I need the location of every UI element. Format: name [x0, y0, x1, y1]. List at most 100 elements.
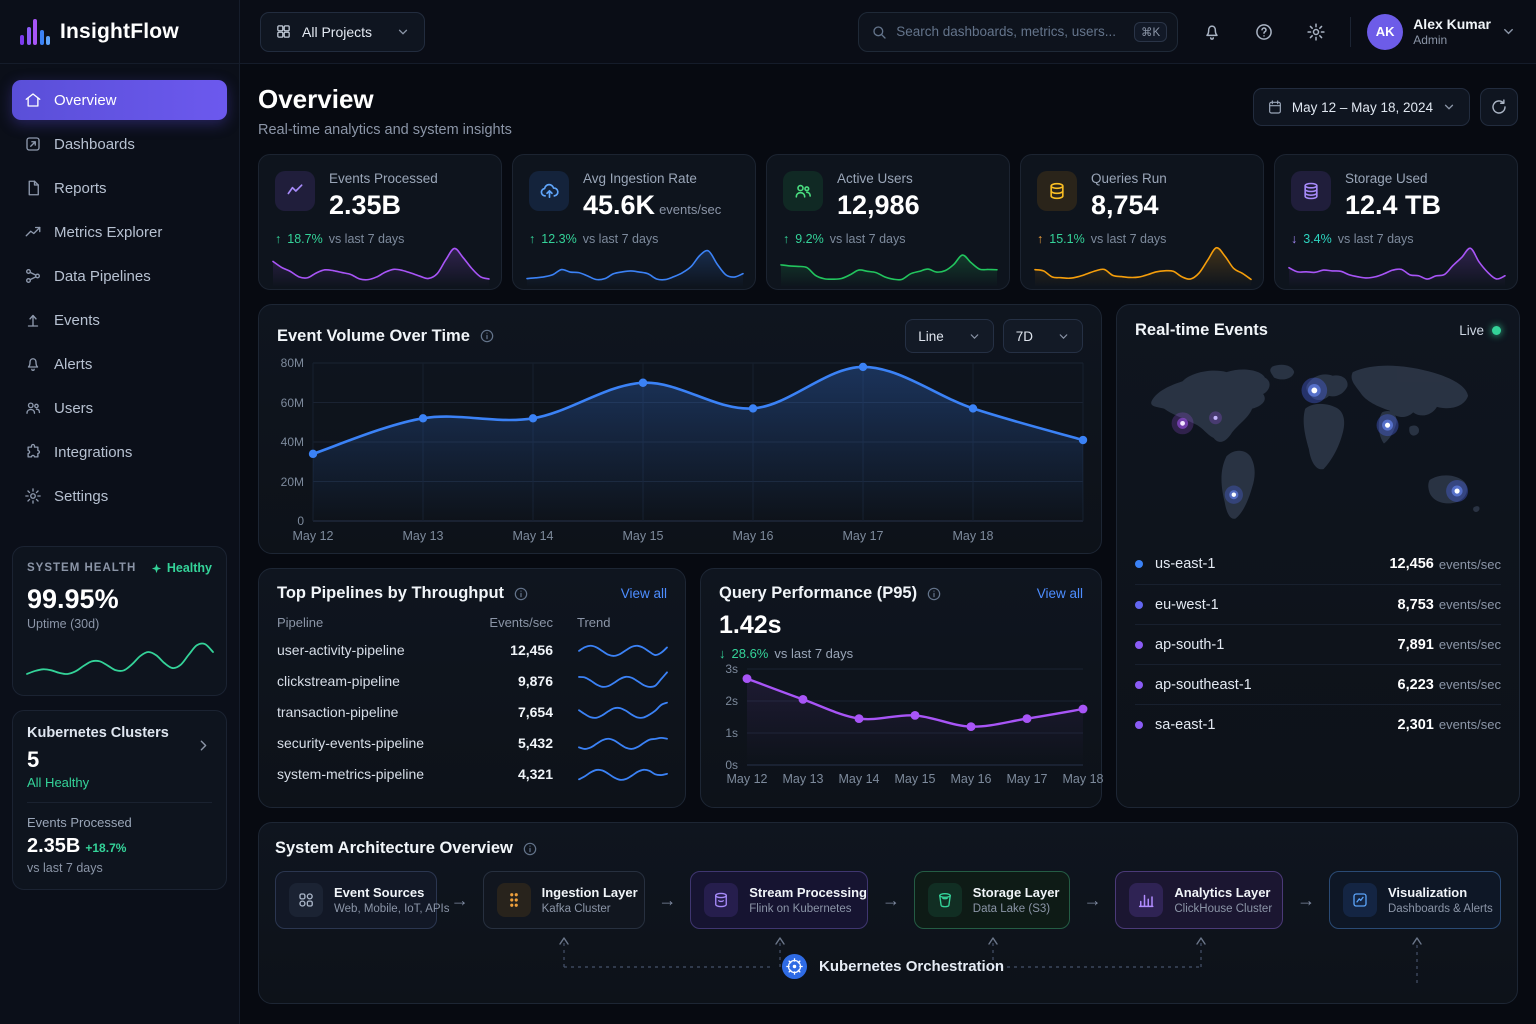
trend-up-icon: ↑	[275, 232, 282, 246]
region-dot	[1135, 720, 1143, 729]
events-processed-value: 2.35B +18.7%	[27, 835, 127, 857]
chart-type-select[interactable]: Line	[905, 319, 994, 353]
event-glow-dots	[1171, 377, 1469, 504]
uptime-sparkline	[26, 642, 214, 675]
help-button[interactable]	[1246, 14, 1282, 50]
node-storage-layer[interactable]: Storage Layer Data Lake (S3)	[913, 871, 1070, 929]
kpi-value: 2.35B	[329, 190, 402, 220]
sidebar-item-label: Events	[54, 311, 100, 329]
kafka-icon	[496, 883, 531, 917]
view-all-link[interactable]: View all	[620, 586, 667, 601]
panel-title: Event Volume Over Time	[277, 326, 470, 345]
sidebar-item-alerts[interactable]: Alerts	[12, 344, 227, 384]
region-row: us-east-1 12,456 events/sec	[1135, 544, 1501, 584]
realtime-events-panel: Real-time Events Live	[1116, 304, 1520, 808]
sidebar-item-events[interactable]: Events	[12, 300, 227, 340]
y-axis: 3s 2s 1s 0s	[725, 662, 738, 772]
kpi-value: 12.4 TB	[1345, 190, 1442, 220]
region-row: ap-southeast-1 6,223 events/sec	[1135, 664, 1501, 704]
kpi-row: Events Processed 2.35B ↑ 18.7% vs last 7…	[258, 154, 1518, 290]
bell-icon	[1206, 24, 1218, 40]
users-icon	[783, 171, 823, 211]
app-logo: InsightFlow	[0, 0, 239, 64]
puzzle-icon	[27, 443, 40, 458]
database-icon	[1037, 171, 1077, 211]
region-dot	[1135, 600, 1143, 609]
chevron-down-icon	[1059, 333, 1068, 339]
kpi-value: 45.6K events/sec	[583, 190, 722, 220]
flow-arrow-icon: →	[658, 889, 677, 910]
uptime-caption: Uptime (30d)	[27, 617, 100, 631]
range-select[interactable]: 7D	[1002, 319, 1083, 353]
settings-button[interactable]	[1298, 14, 1334, 50]
search-input[interactable]	[896, 24, 1126, 39]
sidebar-item-label: Overview	[54, 91, 117, 109]
project-selector[interactable]: All Projects	[260, 11, 426, 52]
node-event-sources[interactable]: Event Sources Web, Mobile, IoT, APIs	[275, 871, 449, 929]
avatar: AK	[1367, 13, 1404, 50]
sidebar-item-settings[interactable]: Settings	[12, 476, 227, 516]
divider	[27, 802, 212, 803]
events-processed-label: Events Processed	[27, 815, 132, 830]
region-row: sa-east-1 2,301 events/sec	[1135, 704, 1501, 744]
info-icon[interactable]	[513, 586, 529, 602]
trend-up-icon: ↑	[1037, 232, 1044, 246]
bucket-icon	[927, 883, 962, 917]
top-pipelines-panel: Top Pipelines by Throughput View all Pip…	[258, 568, 686, 808]
node-ingestion-layer[interactable]: Ingestion Layer Kafka Cluster	[482, 871, 645, 929]
system-health-card: SYSTEM HEALTH Healthy 99.95% Uptime (30d…	[12, 546, 227, 696]
view-all-link[interactable]: View all	[1036, 586, 1083, 601]
kpi-delta: ↓ 3.4% vs last 7 days	[1291, 232, 1414, 246]
sidebar-item-reports[interactable]: Reports	[12, 168, 227, 208]
sidebar-item-label: Dashboards	[54, 135, 135, 153]
search-bar[interactable]: ⌘K	[858, 11, 1179, 52]
sidebar-item-overview[interactable]: Overview	[12, 80, 227, 120]
trend-sparkline	[578, 701, 668, 719]
cloud-upload-icon	[529, 171, 569, 211]
node-analytics-layer[interactable]: Analytics Layer ClickHouse Cluster	[1115, 871, 1284, 929]
kpi-delta: ↑ 12.3% vs last 7 days	[529, 232, 659, 246]
chevron-down-icon	[398, 29, 408, 35]
sidebar-item-users[interactable]: Users	[12, 388, 227, 428]
chevron-down-icon	[1504, 28, 1513, 35]
node-visualization[interactable]: Visualization Dashboards & Alerts	[1328, 871, 1501, 929]
kpi-card-avg-ingestion-rate: Avg Ingestion Rate 45.6K events/sec ↑ 12.…	[512, 154, 756, 290]
sidebar-item-dashboards[interactable]: Dashboards	[12, 124, 227, 164]
trend-line-icon	[275, 171, 315, 211]
date-range-picker[interactable]: May 12 – May 18, 2024	[1252, 88, 1470, 126]
kpi-label: Avg Ingestion Rate	[583, 171, 697, 186]
info-icon[interactable]	[522, 841, 538, 857]
main-content: Overview Real-time analytics and system …	[240, 64, 1536, 1024]
page-title: Overview	[258, 84, 374, 114]
kpi-label: Storage Used	[1345, 171, 1428, 186]
chevron-right-icon[interactable]	[195, 737, 212, 754]
region-dot	[1135, 680, 1143, 689]
gear-icon	[1307, 22, 1325, 41]
refresh-button[interactable]	[1480, 88, 1518, 126]
system-health-label: SYSTEM HEALTH	[27, 562, 137, 574]
panel-title: Query Performance (P95)	[719, 584, 918, 602]
user-menu[interactable]: AK Alex Kumar Admin	[1367, 13, 1516, 50]
document-icon	[28, 180, 39, 196]
home-icon	[25, 93, 41, 107]
kpi-sparkline	[780, 254, 998, 287]
table-row: system-metrics-pipeline 4,321	[277, 758, 668, 789]
architecture-panel: System Architecture Overview Event Sourc…	[258, 822, 1518, 1004]
user-name: Alex Kumar	[1413, 16, 1491, 33]
kubernetes-clusters-card[interactable]: Kubernetes Clusters 5 All Healthy Events…	[12, 710, 227, 890]
info-icon[interactable]	[926, 586, 942, 602]
sidebar-item-integrations[interactable]: Integrations	[12, 432, 227, 472]
event-volume-panel: Event Volume Over Time Line 7D 80M 60M 40M…	[258, 304, 1102, 554]
info-icon[interactable]	[479, 328, 495, 344]
trend-up-icon: ↑	[529, 232, 536, 246]
flow-arrow-icon: →	[881, 889, 900, 910]
sidebar-item-data-pipelines[interactable]: Data Pipelines	[12, 256, 227, 296]
kubernetes-orchestration: Kubernetes Orchestration	[781, 953, 1004, 980]
flow-arrow-icon: →	[450, 889, 469, 910]
sidebar-item-metrics-explorer[interactable]: Metrics Explorer	[12, 212, 227, 252]
sidebar-item-label: Reports	[54, 179, 107, 197]
notifications-button[interactable]	[1194, 14, 1230, 50]
x-axis: May 12 May 13 May 14 May 15 May 16 May 17 May …	[292, 529, 994, 543]
kpi-unit: events/sec	[659, 202, 722, 217]
node-stream-processing[interactable]: Stream Processing Flink on Kubernetes	[690, 871, 869, 929]
